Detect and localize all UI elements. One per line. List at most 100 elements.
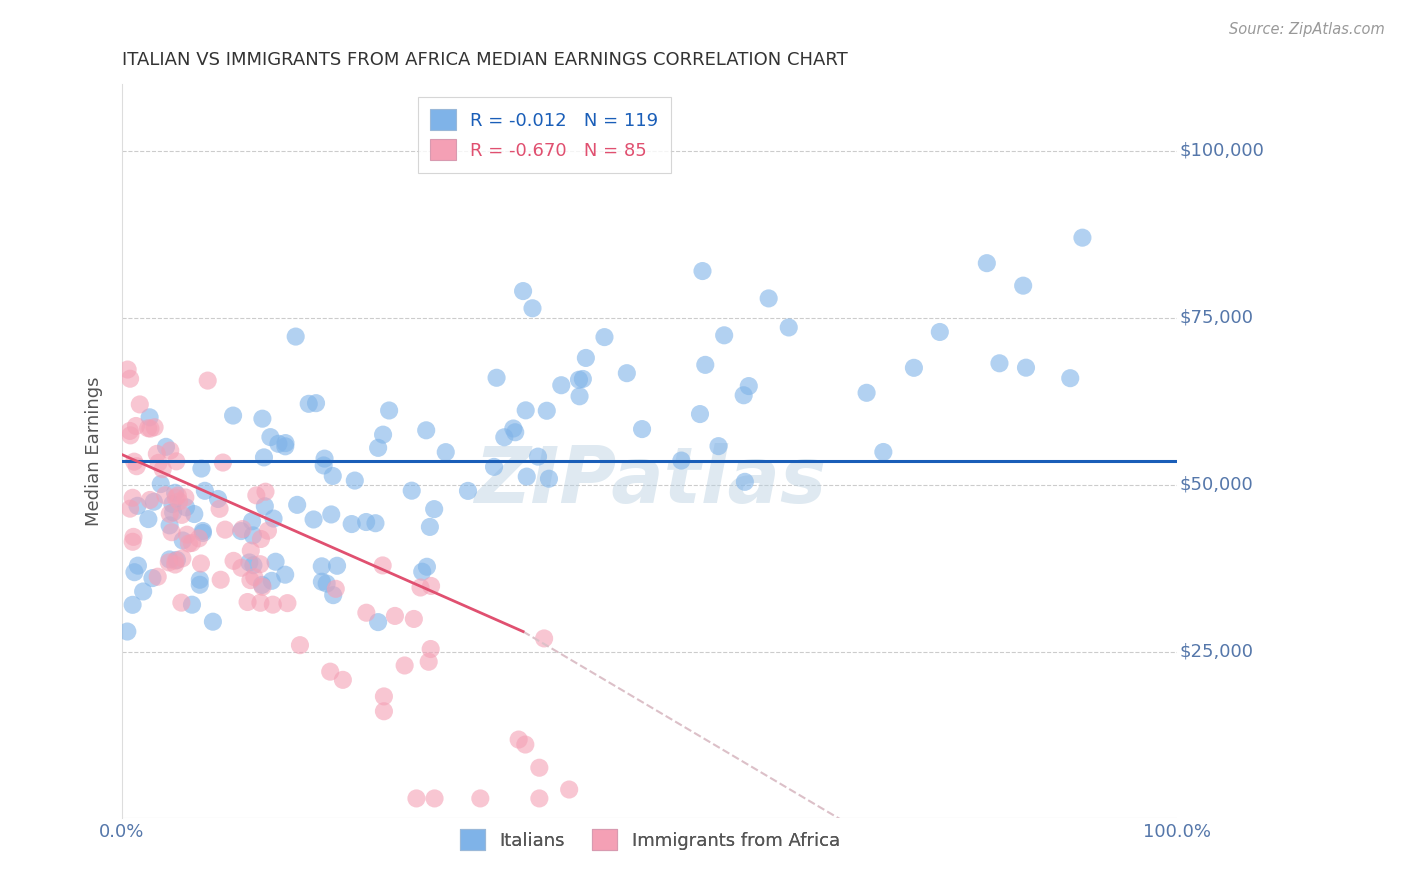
Point [155, 440, 177, 454]
Point [314, 451, 336, 466]
Point [326, 558, 349, 573]
Point [183, 507, 205, 521]
Point [120, 501, 142, 516]
Point [503, 425, 526, 440]
Point [494, 430, 516, 444]
Point [263, 511, 285, 525]
Point [1015, 360, 1038, 375]
Point [146, 570, 169, 584]
Point [415, 423, 437, 437]
Point [671, 453, 693, 467]
Point [976, 256, 998, 270]
Point [253, 500, 276, 514]
Point [695, 358, 717, 372]
Point [738, 379, 761, 393]
Point [128, 397, 150, 411]
Point [928, 325, 950, 339]
Point [243, 570, 266, 584]
Point [778, 320, 800, 334]
Point [209, 573, 232, 587]
Point [207, 491, 229, 506]
Point [367, 615, 389, 629]
Point [312, 458, 335, 473]
Point [117, 624, 139, 639]
Point [124, 565, 146, 579]
Point [262, 598, 284, 612]
Point [536, 403, 558, 417]
Point [160, 525, 183, 540]
Point [568, 373, 591, 387]
Point [146, 447, 169, 461]
Point [166, 553, 188, 567]
Point [165, 558, 187, 572]
Point [1012, 278, 1035, 293]
Point [522, 301, 544, 316]
Text: $50,000: $50,000 [1180, 475, 1253, 493]
Y-axis label: Median Earnings: Median Earnings [86, 376, 103, 526]
Point [252, 580, 274, 594]
Point [159, 552, 181, 566]
Point [416, 559, 439, 574]
Point [139, 421, 162, 435]
Point [409, 581, 432, 595]
Point [302, 512, 325, 526]
Point [855, 385, 877, 400]
Point [322, 588, 344, 602]
Point [190, 461, 212, 475]
Point [516, 469, 538, 483]
Point [537, 472, 560, 486]
Point [132, 584, 155, 599]
Point [214, 523, 236, 537]
Point [401, 483, 423, 498]
Point [174, 500, 197, 515]
Point [254, 484, 277, 499]
Point [125, 459, 148, 474]
Point [122, 530, 145, 544]
Point [411, 565, 433, 579]
Point [1071, 230, 1094, 244]
Point [165, 485, 187, 500]
Point [177, 536, 200, 550]
Point [689, 407, 711, 421]
Point [155, 488, 177, 502]
Text: ITALIAN VS IMMIGRANTS FROM AFRICA MEDIAN EARNINGS CORRELATION CHART: ITALIAN VS IMMIGRANTS FROM AFRICA MEDIAN… [122, 51, 848, 69]
Point [373, 704, 395, 718]
Point [152, 462, 174, 476]
Point [240, 514, 263, 528]
Point [159, 443, 181, 458]
Point [305, 396, 328, 410]
Point [340, 517, 363, 532]
Point [250, 578, 273, 592]
Point [325, 582, 347, 596]
Point [222, 409, 245, 423]
Point [758, 292, 780, 306]
Point [238, 556, 260, 570]
Point [138, 410, 160, 425]
Point [319, 665, 342, 679]
Point [197, 374, 219, 388]
Point [157, 555, 180, 569]
Point [402, 612, 425, 626]
Point [249, 558, 271, 572]
Point [550, 378, 572, 392]
Point [118, 424, 141, 438]
Point [1059, 371, 1081, 385]
Point [298, 397, 321, 411]
Point [558, 782, 581, 797]
Point [260, 574, 283, 588]
Point [170, 596, 193, 610]
Point [332, 673, 354, 687]
Point [212, 456, 235, 470]
Point [165, 454, 187, 468]
Point [257, 524, 280, 538]
Point [423, 791, 446, 805]
Point [575, 351, 598, 365]
Point [354, 515, 377, 529]
Point [253, 450, 276, 465]
Point [191, 524, 214, 538]
Point [125, 419, 148, 434]
Point [121, 598, 143, 612]
Point [418, 655, 440, 669]
Point [378, 403, 401, 417]
Point [242, 558, 264, 573]
